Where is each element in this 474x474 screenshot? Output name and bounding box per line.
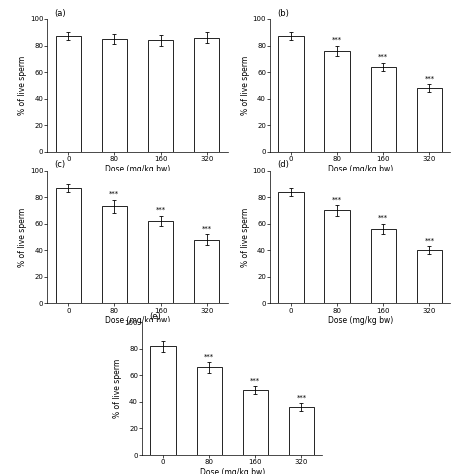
Y-axis label: % of live sperm: % of live sperm — [18, 55, 27, 115]
X-axis label: Dose (mg/kg bw): Dose (mg/kg bw) — [105, 316, 170, 325]
Text: ***: *** — [332, 197, 342, 202]
Text: ***: *** — [424, 237, 435, 244]
Bar — [55, 36, 81, 152]
X-axis label: Dose (mg/kg bw): Dose (mg/kg bw) — [105, 164, 170, 173]
Text: ***: *** — [204, 354, 214, 359]
Bar — [417, 88, 442, 152]
Text: (d): (d) — [277, 160, 289, 169]
Text: (a): (a) — [55, 9, 66, 18]
Bar — [243, 390, 268, 455]
X-axis label: Dose (mg/kg bw): Dose (mg/kg bw) — [200, 468, 265, 474]
Y-axis label: % of live sperm: % of live sperm — [241, 208, 250, 266]
Bar — [148, 221, 173, 303]
Bar — [148, 40, 173, 152]
Text: (b): (b) — [277, 9, 289, 18]
Bar — [278, 36, 304, 152]
Bar — [325, 51, 350, 152]
X-axis label: Dose (mg/kg bw): Dose (mg/kg bw) — [328, 164, 393, 173]
Y-axis label: % of live sperm: % of live sperm — [241, 55, 250, 115]
Text: (e): (e) — [149, 312, 161, 321]
Y-axis label: % of live sperm: % of live sperm — [18, 208, 27, 266]
Text: ***: *** — [109, 191, 119, 197]
Text: ***: *** — [378, 215, 388, 221]
Text: ***: *** — [201, 226, 212, 232]
Bar — [325, 210, 350, 303]
Text: ***: *** — [250, 377, 260, 383]
Bar — [417, 250, 442, 303]
Text: ***: *** — [296, 395, 307, 401]
X-axis label: Dose (mg/kg bw): Dose (mg/kg bw) — [328, 316, 393, 325]
Bar — [194, 37, 219, 152]
Bar — [197, 367, 222, 455]
Bar — [150, 346, 176, 455]
Text: ***: *** — [378, 54, 388, 60]
Bar — [194, 240, 219, 303]
Bar — [55, 188, 81, 303]
Text: (c): (c) — [55, 160, 66, 169]
Text: ***: *** — [424, 75, 435, 82]
Bar — [371, 229, 396, 303]
Y-axis label: % of live sperm: % of live sperm — [113, 359, 122, 419]
Bar — [371, 67, 396, 152]
Bar — [289, 407, 314, 455]
Bar — [102, 39, 127, 152]
Bar — [102, 207, 127, 303]
Bar — [278, 192, 304, 303]
Text: ***: *** — [332, 37, 342, 43]
Text: ***: *** — [155, 207, 165, 213]
